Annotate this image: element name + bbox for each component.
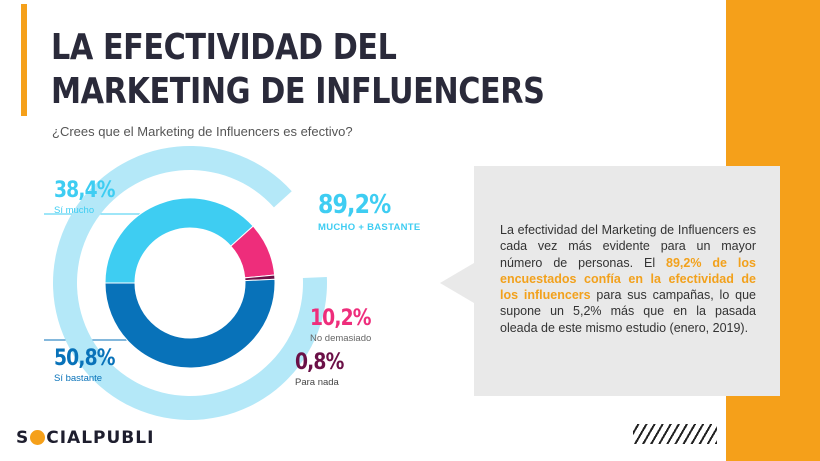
caption-si-mucho: Sí mucho <box>54 205 95 216</box>
left-accent-bar <box>21 4 27 116</box>
label-mucho-bastante: 89,2% MUCHO + BASTANTE <box>318 190 421 233</box>
callout-box <box>474 166 780 396</box>
survey-question: ¿Crees que el Marketing de Influencers e… <box>52 124 353 139</box>
title-line-2: MARKETING DE INFLUENCERS <box>51 71 545 112</box>
callout-highlight: 89,2% de los encuestados confía en la ef… <box>500 255 756 303</box>
logo-text-suffix: CIALPUBLI <box>46 428 155 448</box>
logo-circle-icon <box>30 430 46 445</box>
value-no-demasiado: 10,2% <box>310 306 371 331</box>
label-para-nada: 0,8% Para nada <box>295 350 352 388</box>
inner-ring <box>104 197 276 369</box>
page-title: LA EFECTIVIDAD DEL MARKETING DE INFLUENC… <box>51 26 545 114</box>
value-si-bastante: 50,8% <box>54 346 115 371</box>
label-si-mucho: 38,4% Sí mucho <box>54 178 125 216</box>
caption-si-bastante: Sí bastante <box>54 373 103 384</box>
slice-si-mucho <box>104 197 254 284</box>
slice-si-bastante <box>104 278 276 369</box>
value-para-nada: 0,8% <box>295 350 344 375</box>
decorative-hatch <box>633 424 717 444</box>
label-no-demasiado: 10,2% No demasiado <box>310 306 381 344</box>
caption-para-nada: Para nada <box>295 377 339 388</box>
callout-text-part2: para sus campañas, lo que supone un 5,2%… <box>500 288 756 335</box>
logo-text-prefix: S <box>16 428 30 448</box>
callout-pointer <box>440 263 474 303</box>
value-mucho-bastante: 89,2% <box>318 190 391 220</box>
callout-text-part1: La efectividad del Marketing de Influenc… <box>500 223 756 270</box>
value-si-mucho: 38,4% <box>54 178 115 203</box>
socialpubli-logo: S CIALPUBLI <box>16 428 154 448</box>
caption-no-demasiado: No demasiado <box>310 333 372 344</box>
caption-mucho-bastante: MUCHO + BASTANTE <box>318 222 421 233</box>
title-line-1: LA EFECTIVIDAD DEL <box>51 27 397 68</box>
label-si-bastante: 50,8% Sí bastante <box>54 346 125 384</box>
callout-text: La efectividad del Marketing de Influenc… <box>500 222 756 336</box>
